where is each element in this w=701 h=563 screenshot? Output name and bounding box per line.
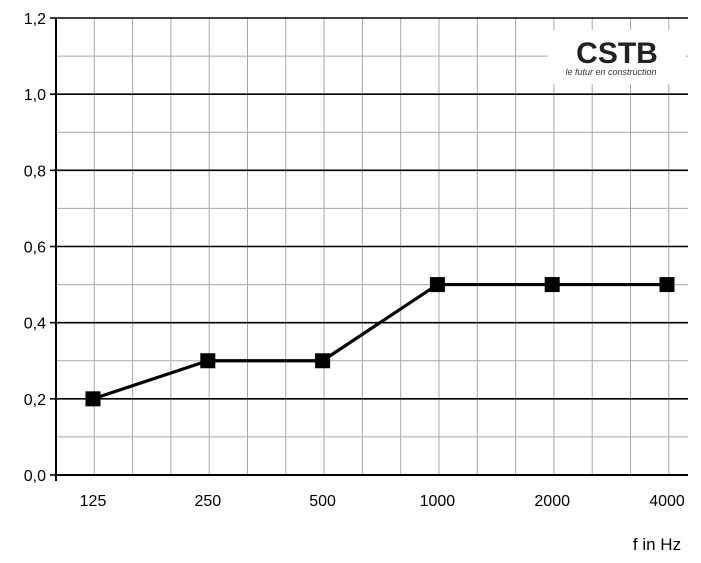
logo-tagline: le futur en construction [565, 67, 656, 77]
x-tick-label: 250 [194, 493, 221, 510]
data-point-marker [544, 277, 560, 293]
logo-text: CSTB [576, 37, 658, 70]
x-tick-labels: 125 250 500 1000 2000 4000 [80, 493, 685, 510]
y-tick-label: 0,0 [24, 468, 46, 485]
data-point-marker [429, 277, 445, 293]
y-tick-label: 0,2 [24, 392, 46, 409]
y-tick-label: 1,2 [24, 11, 46, 28]
x-tick-label: 1000 [420, 493, 456, 510]
y-tick-label: 0,4 [24, 316, 46, 333]
cstb-logo: CSTB le futur en construction [548, 30, 686, 84]
series-line-path [92, 282, 667, 401]
data-point-marker [315, 353, 331, 369]
y-tick-label: 0,6 [24, 240, 46, 257]
series-line [85, 277, 675, 407]
data-point-marker [85, 391, 101, 407]
x-tick-label: 2000 [534, 493, 570, 510]
x-tick-label: 125 [80, 493, 107, 510]
data-point-marker [659, 277, 675, 293]
x-tick-label: 500 [309, 493, 336, 510]
y-tick-label: 1,0 [24, 87, 46, 104]
major-gridlines [56, 17, 688, 400]
y-tick-label: 0,8 [24, 163, 46, 180]
x-axis-label: f in Hz [633, 535, 681, 554]
logo-background [548, 30, 686, 84]
y-tick-labels: 0,0 0,2 0,4 0,6 0,8 1,0 1,2 [24, 11, 46, 485]
data-point-marker [200, 353, 216, 369]
x-tick-label: 4000 [649, 493, 685, 510]
axes [50, 17, 688, 481]
